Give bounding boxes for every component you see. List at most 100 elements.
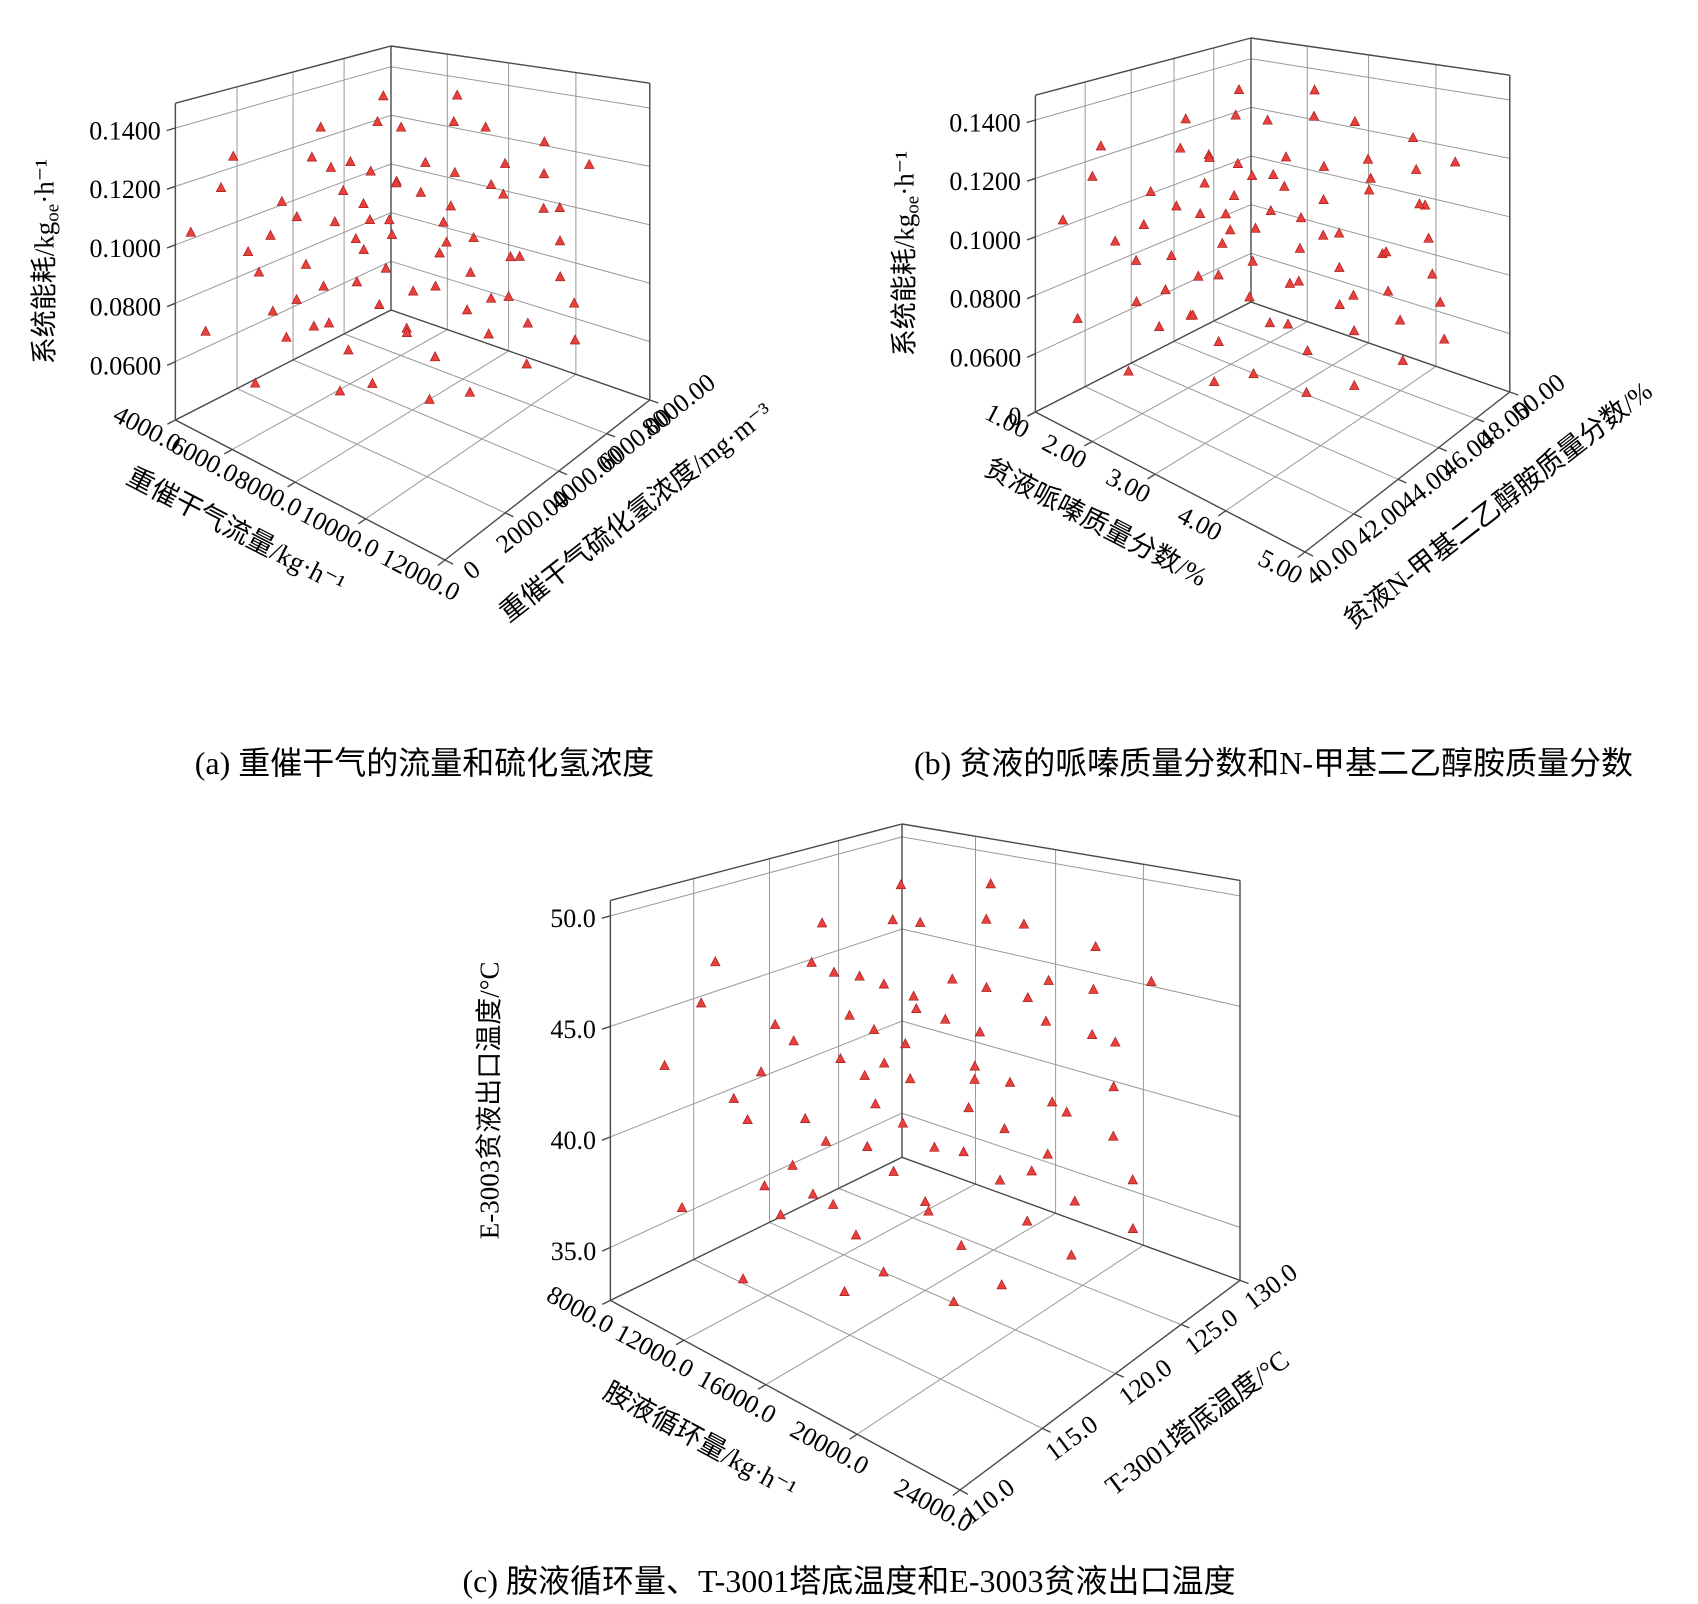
scatter-point (862, 1140, 873, 1151)
scatter-point (367, 377, 378, 388)
x-tick-label: 12000.0 (376, 542, 464, 607)
scatter-point (554, 271, 566, 282)
scatter-point (185, 226, 197, 237)
z-tick-label: 0.1000 (950, 226, 1022, 255)
scatter-point (1175, 142, 1186, 153)
scatter-point (1204, 151, 1215, 162)
scatter-point (799, 1112, 811, 1123)
scatter-point (358, 197, 369, 209)
scatter-point (291, 293, 302, 304)
scatter-point (710, 956, 721, 967)
y-tick-label: 130.0 (1239, 1257, 1303, 1315)
scatter-point (999, 1123, 1010, 1134)
scatter-point (1217, 237, 1228, 248)
scatter-point (503, 290, 514, 301)
scatter-point (1153, 320, 1165, 331)
scatter-point (1410, 163, 1422, 174)
scatter-point (1397, 354, 1409, 365)
scatter-point (1438, 333, 1450, 344)
scatter-point (1295, 212, 1307, 223)
scatter-point (1087, 170, 1098, 181)
scatter-point (676, 1201, 688, 1212)
scatter-point (1449, 156, 1461, 167)
x-tick-label: 5.00 (1254, 543, 1308, 590)
scatter-point (1362, 153, 1374, 164)
scatter-point (434, 247, 445, 258)
scatter-point (1365, 172, 1376, 183)
scatter-point (1317, 229, 1329, 240)
scatter-point (1123, 365, 1134, 376)
scatter-points (185, 89, 595, 404)
scatter-point (940, 1013, 951, 1024)
scatter-point (948, 1295, 959, 1307)
scatter-point (365, 165, 376, 176)
scatter-point (1145, 185, 1156, 197)
scatter-point (318, 280, 329, 291)
panel-b-3d-scatter-plot: 0 0.0600 0.0800 0.1000 0.1200 0.1400 1.002.003… (889, 37, 1658, 635)
scatter-point (911, 1002, 922, 1013)
scatter-point (430, 280, 441, 291)
scatter-point (1279, 180, 1290, 191)
panel-c-3d-scatter-plot: 35.0 40.0 45.0 50.0 8000.012000.016000.02000… (474, 823, 1303, 1538)
scatter-point (334, 385, 346, 396)
scatter-point (1280, 151, 1292, 162)
scatter-point (929, 1141, 940, 1152)
scatter-point (424, 393, 435, 404)
scatter-point (350, 232, 362, 244)
scatter-point (775, 1209, 786, 1220)
scatter-point (1293, 275, 1305, 286)
z-tick-label: 0.0800 (90, 293, 162, 322)
scatter-point (351, 276, 363, 287)
scatter-point (505, 251, 516, 262)
scatter-point (1230, 109, 1241, 120)
z-tick-label: 45.0 (550, 1015, 596, 1044)
scatter-point (981, 913, 992, 924)
scatter-point (584, 158, 595, 169)
scatter-point (1333, 227, 1345, 238)
scatter-point (878, 1057, 890, 1068)
scatter-point (985, 878, 996, 889)
scatter-points (1057, 83, 1461, 397)
scatter-point (451, 89, 463, 100)
scatter-point (844, 1009, 855, 1020)
x-tick-label: 2.00 (1038, 428, 1092, 475)
scatter-point (415, 186, 427, 197)
scatter-point (1066, 1249, 1077, 1260)
scatter-point (1043, 974, 1054, 985)
z-axis-title: E-3003贫液出口温度/°C (474, 962, 504, 1240)
scatter-point (1233, 83, 1245, 95)
scatter-point (755, 1066, 767, 1077)
scatter-point (958, 1146, 969, 1157)
scatter-point (923, 1205, 934, 1216)
scatter-point (1427, 268, 1438, 279)
scatter-point (1090, 940, 1101, 952)
scatter-point (787, 1159, 798, 1170)
scatter-point (1171, 200, 1182, 211)
scatter-point (1108, 1130, 1119, 1141)
scatter-point (850, 1229, 862, 1240)
scatter-point (1224, 224, 1236, 235)
scatter-point (1246, 169, 1258, 181)
scatter-point (1220, 208, 1232, 219)
scatter-point (554, 201, 566, 212)
scatter-point (820, 1135, 832, 1146)
scatter-point (908, 990, 919, 1001)
scatter-point (395, 121, 407, 132)
y-tick-label: 8000.00 (636, 368, 720, 443)
scatter-point (695, 997, 707, 1008)
z-tick-label: 0.1200 (89, 175, 161, 204)
z-tick-label: 0.1000 (90, 234, 162, 263)
scatter-point (737, 1273, 749, 1284)
scatter-point (888, 1165, 899, 1176)
scatter-point (904, 1073, 916, 1084)
scatter-point (521, 358, 532, 369)
scatter-point (483, 328, 494, 339)
scatter-point (859, 1069, 870, 1080)
scatter-point (449, 166, 461, 177)
scatter-point (1018, 918, 1030, 929)
scatter-point (323, 317, 335, 328)
scatter-point (816, 917, 828, 928)
scatter-point (1348, 289, 1359, 300)
scatter-point (956, 1239, 967, 1250)
scatter-point (839, 1285, 850, 1296)
